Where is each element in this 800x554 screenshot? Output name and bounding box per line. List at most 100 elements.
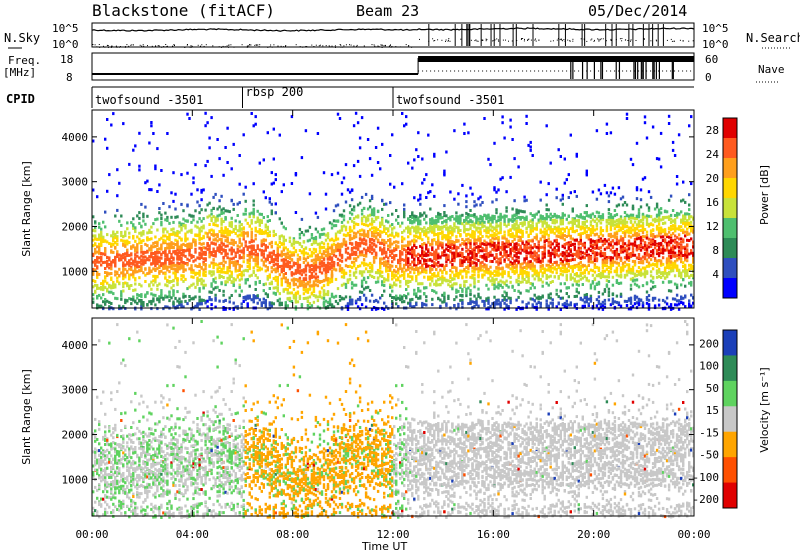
heatmap-cell [447, 256, 450, 259]
heatmap-cell [503, 242, 506, 246]
heatmap-cell [172, 290, 175, 293]
nsearch-point [255, 44, 257, 46]
heatmap-cell [318, 267, 322, 270]
heatmap-cell [284, 262, 287, 266]
heatmap-cell [376, 276, 380, 280]
heatmap-cell [190, 270, 193, 274]
heatmap-cell [102, 261, 105, 264]
heatmap-cell [505, 264, 508, 268]
heatmap-cell [180, 277, 183, 281]
heatmap-cell [344, 264, 348, 268]
heatmap-cell [338, 269, 342, 273]
heatmap-cell [92, 270, 95, 274]
heatmap-cell [128, 253, 131, 257]
heatmap-cell [437, 211, 440, 215]
heatmap-cell [190, 244, 193, 248]
heatmap-cell [326, 305, 330, 309]
heatmap-cell [178, 230, 181, 234]
heatmap-cell [264, 305, 267, 309]
heatmap-cell [116, 230, 119, 234]
nsearch-point [305, 46, 307, 48]
heatmap-cell [208, 264, 211, 268]
heatmap-cell [160, 220, 163, 224]
heatmap-cell [252, 215, 255, 219]
heatmap-cell [124, 257, 127, 261]
heatmap-cell [238, 249, 241, 253]
heatmap-cell [232, 243, 235, 247]
heatmap-cell [158, 211, 161, 215]
heatmap-cell [485, 283, 488, 287]
heatmap-cell [332, 219, 336, 223]
heatmap-cell [282, 288, 285, 292]
heatmap-cell [146, 244, 149, 248]
heatmap-cell [254, 115, 257, 119]
heatmap-cell [461, 254, 464, 258]
heatmap-cell [413, 257, 416, 261]
heatmap-cell [322, 268, 326, 272]
heatmap-cell [370, 213, 374, 217]
heatmap-cell [272, 260, 275, 264]
heatmap-cell [391, 231, 394, 235]
heatmap-cell [443, 250, 446, 254]
heatmap-cell [405, 258, 408, 262]
heatmap-cell [274, 286, 277, 290]
heatmap-cell [246, 305, 249, 309]
heatmap-cell [477, 226, 480, 230]
heatmap-cell [286, 291, 289, 295]
heatmap-cell [276, 286, 279, 290]
heatmap-cell [437, 227, 440, 231]
heatmap-cell [250, 255, 253, 259]
heatmap-cell [383, 284, 386, 287]
heatmap-cell [493, 269, 496, 273]
heatmap-cell [106, 264, 109, 268]
heatmap-cell [98, 293, 101, 297]
heatmap-cell [465, 234, 468, 238]
heatmap-cell [268, 219, 271, 222]
heatmap-cell [272, 268, 275, 272]
heatmap-cell [102, 238, 105, 242]
heatmap-cell [252, 182, 255, 186]
heatmap-cell [270, 260, 273, 264]
heatmap-cell [312, 289, 316, 293]
heatmap-cell [322, 304, 326, 308]
heatmap-cell [362, 258, 366, 262]
heatmap-cell [194, 304, 197, 308]
heatmap-cell [160, 213, 163, 217]
heatmap-cell [180, 264, 183, 268]
heatmap-cell [292, 287, 296, 291]
heatmap-cell [278, 292, 281, 296]
heatmap-cell [280, 190, 283, 194]
heatmap-cell [499, 217, 502, 221]
heatmap-cell [292, 272, 296, 276]
heatmap-cell [385, 250, 388, 254]
heatmap-cell [276, 259, 279, 263]
heatmap-cell [148, 228, 151, 232]
nsearch-point [353, 45, 355, 47]
heatmap-cell [501, 294, 504, 298]
heatmap-cell [112, 235, 115, 239]
heatmap-cell [477, 250, 480, 254]
heatmap-cell [463, 218, 466, 222]
heatmap-cell [270, 251, 273, 255]
heatmap-cell [156, 257, 159, 261]
heatmap-cell [370, 266, 374, 270]
heatmap-cell [266, 215, 269, 219]
heatmap-cell [116, 297, 119, 301]
heatmap-cell [238, 182, 241, 186]
heatmap-cell [374, 256, 378, 260]
heatmap-cell [391, 296, 394, 299]
heatmap-cell [210, 212, 213, 216]
heatmap-cell [387, 229, 390, 233]
heatmap-cell [112, 112, 115, 116]
heatmap-cell [100, 233, 103, 237]
heatmap-cell [318, 294, 322, 298]
heatmap-cell [264, 223, 267, 227]
heatmap-cell [397, 258, 400, 262]
heatmap-cell [132, 226, 135, 230]
heatmap-cell [358, 250, 362, 254]
heatmap-cell [451, 251, 454, 255]
heatmap-cell [354, 257, 358, 261]
heatmap-cell [314, 272, 318, 276]
heatmap-cell [403, 294, 406, 298]
